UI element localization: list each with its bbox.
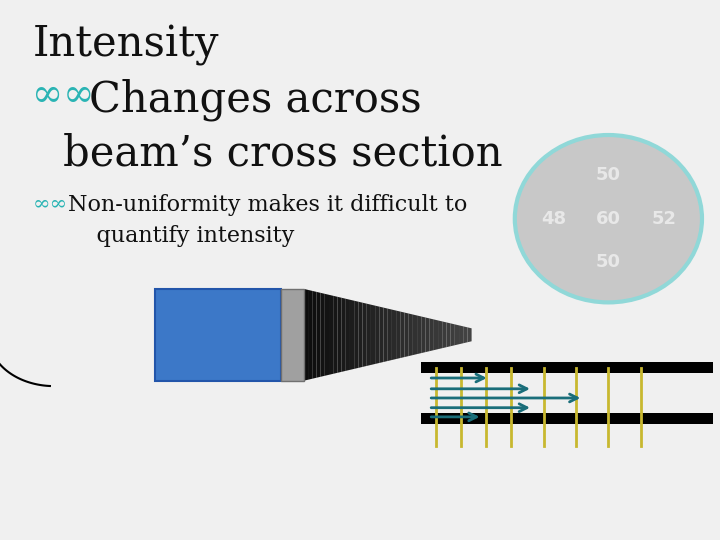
Polygon shape xyxy=(417,315,421,354)
Bar xyxy=(421,413,713,424)
Polygon shape xyxy=(371,305,375,365)
Polygon shape xyxy=(400,312,405,358)
Polygon shape xyxy=(426,318,430,352)
Polygon shape xyxy=(434,320,438,350)
Text: ∞∞: ∞∞ xyxy=(32,194,68,213)
Polygon shape xyxy=(320,293,325,377)
Polygon shape xyxy=(409,314,413,356)
Polygon shape xyxy=(329,295,333,375)
Bar xyxy=(281,289,304,381)
Polygon shape xyxy=(312,291,316,379)
Polygon shape xyxy=(333,296,338,374)
Polygon shape xyxy=(304,289,308,381)
Polygon shape xyxy=(396,310,400,359)
Text: Changes across: Changes across xyxy=(89,78,421,121)
Polygon shape xyxy=(387,309,392,361)
Polygon shape xyxy=(384,308,387,362)
Polygon shape xyxy=(405,313,409,357)
Polygon shape xyxy=(359,302,363,368)
Bar xyxy=(155,289,281,381)
Polygon shape xyxy=(366,303,371,366)
Polygon shape xyxy=(451,323,455,346)
Polygon shape xyxy=(346,299,350,371)
Text: 50: 50 xyxy=(596,253,621,271)
Ellipse shape xyxy=(515,135,702,302)
Polygon shape xyxy=(463,326,467,343)
Polygon shape xyxy=(350,300,354,370)
Polygon shape xyxy=(363,303,366,367)
Polygon shape xyxy=(392,309,396,360)
Polygon shape xyxy=(455,325,459,345)
Polygon shape xyxy=(338,297,341,373)
Polygon shape xyxy=(421,316,426,353)
Polygon shape xyxy=(375,306,379,364)
Polygon shape xyxy=(341,298,346,372)
Text: 48: 48 xyxy=(541,210,567,228)
Text: Intensity: Intensity xyxy=(32,24,219,66)
Bar xyxy=(421,362,713,373)
Polygon shape xyxy=(459,326,463,344)
Polygon shape xyxy=(467,327,472,342)
Text: 52: 52 xyxy=(652,210,677,228)
Polygon shape xyxy=(354,301,359,369)
Text: Non-uniformity makes it difficult to
    quantify intensity: Non-uniformity makes it difficult to qua… xyxy=(68,194,468,247)
Polygon shape xyxy=(316,292,320,378)
Text: 50: 50 xyxy=(596,166,621,184)
Polygon shape xyxy=(413,314,417,355)
Polygon shape xyxy=(442,321,446,348)
Text: 60: 60 xyxy=(596,210,621,228)
Polygon shape xyxy=(308,290,312,380)
Polygon shape xyxy=(325,294,329,376)
Polygon shape xyxy=(379,307,384,363)
Polygon shape xyxy=(446,322,451,347)
Polygon shape xyxy=(430,319,434,351)
Polygon shape xyxy=(438,320,442,349)
Text: beam’s cross section: beam’s cross section xyxy=(63,132,503,174)
Text: ∞∞: ∞∞ xyxy=(32,78,95,114)
